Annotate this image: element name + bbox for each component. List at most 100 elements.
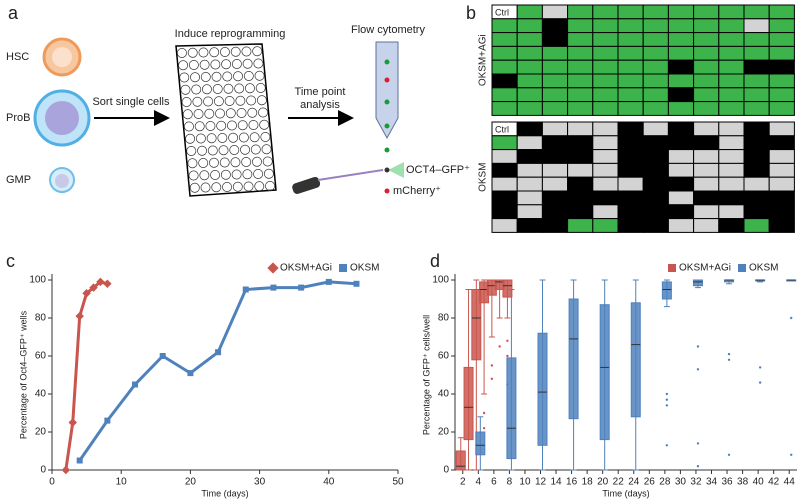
well <box>218 145 229 156</box>
grid-cell <box>693 87 720 103</box>
legend-label: OKSM <box>350 263 379 274</box>
well <box>199 170 210 181</box>
well <box>191 84 202 95</box>
box <box>455 450 466 471</box>
point <box>132 381 139 388</box>
outlier <box>727 453 731 456</box>
grid-cell <box>667 121 695 137</box>
grid-cell <box>592 59 619 75</box>
grid-cell <box>743 162 770 178</box>
well <box>254 181 265 192</box>
grid-cell <box>667 101 695 116</box>
grid-cell <box>693 162 720 178</box>
grid-cell <box>718 101 745 116</box>
line <box>78 280 357 462</box>
well <box>249 132 260 143</box>
well <box>200 182 211 193</box>
well <box>210 170 221 180</box>
well <box>222 182 232 192</box>
y-tick-label: 80 <box>438 313 450 324</box>
grid-cell <box>642 73 669 89</box>
grid-cell <box>667 149 695 164</box>
ctrl-label: Ctrl <box>495 7 509 17</box>
grid-cell <box>592 73 619 89</box>
y-tick-label: 60 <box>438 351 450 362</box>
point <box>159 353 166 359</box>
grid-cell <box>667 45 695 61</box>
well <box>229 145 240 155</box>
grid-cell <box>667 176 695 192</box>
marker-label: OCT4–GFP⁺ <box>406 164 470 176</box>
grid-cell <box>592 32 619 47</box>
well <box>206 133 217 144</box>
grid-cell <box>768 101 795 116</box>
grid-cell <box>617 59 644 75</box>
grid-cell <box>516 176 543 192</box>
box <box>568 298 579 420</box>
box <box>463 366 474 441</box>
grid-cell <box>642 176 669 192</box>
point <box>353 280 360 287</box>
x-tick-label: 32 <box>690 477 702 488</box>
grid-cell <box>693 204 720 220</box>
dot <box>384 99 390 105</box>
y-tick-label: 40 <box>35 389 47 400</box>
grid-cell <box>592 190 619 206</box>
grid-cell <box>567 32 594 47</box>
well <box>216 120 227 131</box>
grid-cell <box>617 4 644 20</box>
grid-cell <box>768 135 795 151</box>
grid-cell <box>743 73 770 89</box>
well <box>200 72 211 82</box>
outlier <box>665 392 669 396</box>
well <box>202 84 212 95</box>
grid-cell <box>541 4 569 20</box>
outlier <box>696 465 700 468</box>
grid-cell <box>768 162 795 178</box>
outlier <box>758 381 762 384</box>
grid-cell <box>592 18 619 34</box>
y-tick-label: 80 <box>35 313 47 324</box>
nucleus <box>52 47 72 67</box>
beam <box>317 169 384 181</box>
step-label: analysis <box>300 99 340 111</box>
grid-cell <box>743 218 770 233</box>
y-tick-label: 20 <box>438 427 450 438</box>
grid-cell <box>667 59 695 75</box>
grid-cell <box>617 73 644 89</box>
legend-swatch <box>738 264 746 272</box>
well <box>241 157 252 167</box>
emission <box>388 162 404 178</box>
well <box>238 132 249 143</box>
y-tick-label: 20 <box>35 427 47 438</box>
outlier <box>665 404 669 407</box>
outlier <box>482 411 486 415</box>
grid-cell <box>516 101 543 116</box>
grid-cell <box>491 18 518 34</box>
grid-cell <box>718 18 745 34</box>
grid-cell <box>617 204 644 220</box>
point <box>242 286 249 293</box>
nucleus <box>55 174 69 188</box>
grid-cell <box>718 4 745 20</box>
outlier <box>506 339 509 342</box>
grid-cell <box>541 45 569 61</box>
grid-cell <box>667 4 695 20</box>
box <box>599 304 610 441</box>
grid-cell <box>491 149 518 164</box>
y-tick-label: 0 <box>443 465 449 476</box>
grid-cell <box>541 32 569 47</box>
well <box>220 169 231 180</box>
well <box>192 96 203 107</box>
well <box>240 144 250 155</box>
well <box>258 107 268 118</box>
grid-cell <box>567 4 594 20</box>
grid-cell <box>642 18 669 34</box>
well <box>217 133 228 143</box>
grid-cell <box>743 87 770 103</box>
grid-cell <box>768 176 795 192</box>
well <box>252 156 262 167</box>
grid-cell <box>693 59 720 75</box>
box <box>630 302 641 418</box>
